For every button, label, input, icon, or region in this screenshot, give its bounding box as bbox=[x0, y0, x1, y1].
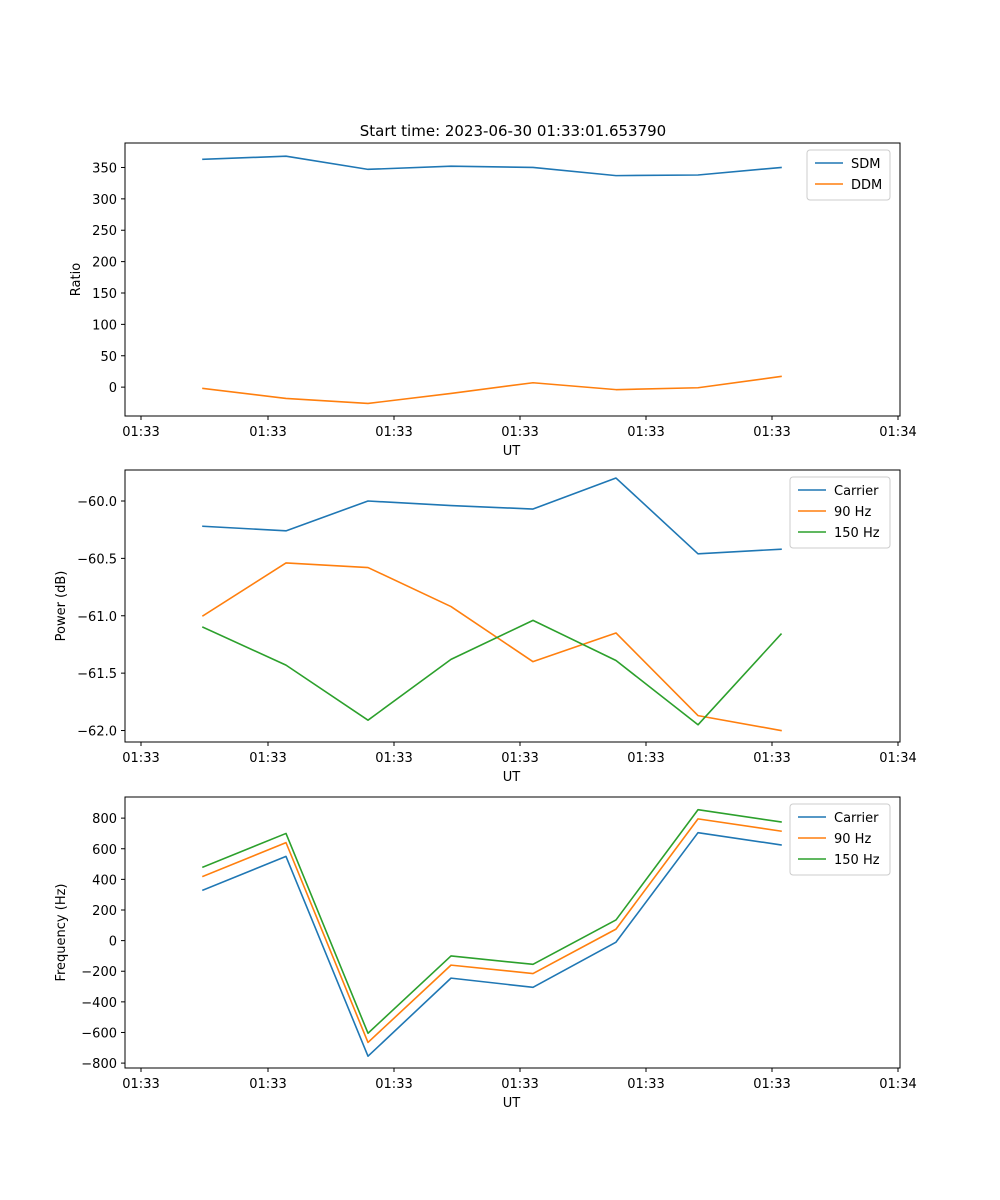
series-line-carrier bbox=[202, 477, 782, 555]
x-tick-label: 01:33 bbox=[249, 1077, 286, 1092]
legend-label: Carrier bbox=[834, 484, 879, 499]
legend-label: 150 Hz bbox=[834, 853, 880, 868]
x-tick-label: 01:34 bbox=[879, 751, 916, 766]
y-tick-label: 50 bbox=[100, 350, 117, 365]
x-tick-label: 01:33 bbox=[627, 751, 664, 766]
y-tick-label: −800 bbox=[81, 1057, 117, 1072]
legend-label: 150 Hz bbox=[834, 526, 880, 541]
series-line-150-hz bbox=[201, 619, 783, 726]
x-tick-label: 01:33 bbox=[122, 1077, 159, 1092]
x-tick-label: 01:33 bbox=[249, 751, 286, 766]
x-tick-label: 01:33 bbox=[501, 1077, 538, 1092]
legend-label: Carrier bbox=[834, 811, 879, 826]
y-tick-label: 250 bbox=[92, 224, 117, 239]
axes-frame bbox=[124, 142, 901, 417]
legend: SDM DDM bbox=[806, 149, 891, 201]
x-tick-label: 01:33 bbox=[753, 1077, 790, 1092]
y-axis-label: Frequency (Hz) bbox=[54, 883, 69, 981]
x-tick-label: 01:34 bbox=[879, 425, 916, 440]
legend-label: 90 Hz bbox=[834, 505, 871, 520]
y-axis-label: Ratio bbox=[69, 263, 84, 296]
series-line-carrier bbox=[201, 831, 782, 1058]
axes-frame bbox=[124, 796, 901, 1069]
y-tick-label: −61.0 bbox=[77, 610, 117, 625]
x-tick-label: 01:33 bbox=[375, 425, 412, 440]
x-tick-label: 01:33 bbox=[122, 751, 159, 766]
x-tick-label: 01:33 bbox=[627, 425, 664, 440]
y-tick-label: 200 bbox=[92, 256, 117, 271]
panels: 01:33 01:33 01:33 01:33 01:33 01:33 01:34 0 50 10… bbox=[54, 142, 917, 1111]
y-tick-label: 600 bbox=[92, 843, 117, 858]
x-tick-label: 01:33 bbox=[501, 751, 538, 766]
axes-frame bbox=[124, 469, 901, 743]
legend-label: SDM bbox=[851, 157, 880, 172]
x-tick-label: 01:33 bbox=[501, 425, 538, 440]
y-tick-label: −60.5 bbox=[77, 552, 117, 567]
series-line-ddm bbox=[202, 375, 782, 405]
chart-panel-3: 01:33 01:33 01:33 01:33 01:33 01:33 01:34 −800 −… bbox=[54, 796, 917, 1111]
y-axis-label: Power (dB) bbox=[54, 571, 69, 642]
figure-title: Start time: 2023-06-30 01:33:01.653790 bbox=[360, 122, 666, 140]
chart-panel-2: 01:33 01:33 01:33 01:33 01:33 01:33 01:34 −62.0… bbox=[54, 469, 917, 785]
x-axis-label: UT bbox=[503, 444, 521, 459]
y-tick-label: 100 bbox=[92, 318, 117, 333]
y-tick-label: 0 bbox=[109, 935, 117, 950]
y-tick-label: 200 bbox=[92, 904, 117, 919]
legend-box bbox=[789, 476, 891, 549]
chart-panel-1: 01:33 01:33 01:33 01:33 01:33 01:33 01:34 0 50 10… bbox=[69, 142, 917, 459]
legend-label: DDM bbox=[851, 178, 882, 193]
y-tick-label: 800 bbox=[92, 812, 117, 827]
y-tick-label: 300 bbox=[92, 193, 117, 208]
x-tick-label: 01:33 bbox=[375, 1077, 412, 1092]
y-tick-label: 0 bbox=[109, 381, 117, 396]
x-tick-label: 01:33 bbox=[249, 425, 286, 440]
y-tick-label: −600 bbox=[81, 1026, 117, 1041]
x-tick-label: 01:34 bbox=[879, 1077, 916, 1092]
y-tick-label: −200 bbox=[81, 965, 117, 980]
x-tick-label: 01:33 bbox=[753, 751, 790, 766]
y-tick-label: 350 bbox=[92, 161, 117, 176]
x-axis-label: UT bbox=[503, 770, 521, 785]
legend-box bbox=[789, 803, 891, 876]
series-line-sdm bbox=[202, 155, 782, 177]
x-tick-label: 01:33 bbox=[753, 425, 790, 440]
y-tick-label: −60.0 bbox=[77, 495, 117, 510]
legend-label: 90 Hz bbox=[834, 832, 871, 847]
x-tick-label: 01:33 bbox=[627, 1077, 664, 1092]
y-tick-label: 400 bbox=[92, 873, 117, 888]
y-tick-label: −400 bbox=[81, 996, 117, 1011]
series-line-150-hz bbox=[201, 808, 782, 1035]
series-line-90-hz bbox=[201, 562, 782, 732]
y-tick-label: −61.5 bbox=[77, 667, 117, 682]
y-tick-label: −62.0 bbox=[77, 725, 117, 740]
x-axis-label: UT bbox=[503, 1096, 521, 1111]
x-tick-label: 01:33 bbox=[375, 751, 412, 766]
x-tick-label: 01:33 bbox=[122, 425, 159, 440]
y-tick-label: 150 bbox=[92, 287, 117, 302]
series-line-90-hz bbox=[201, 818, 782, 1044]
legend: Carrier 90 Hz 150 Hz bbox=[789, 803, 891, 876]
legend: Carrier 90 Hz 150 Hz bbox=[789, 476, 891, 549]
